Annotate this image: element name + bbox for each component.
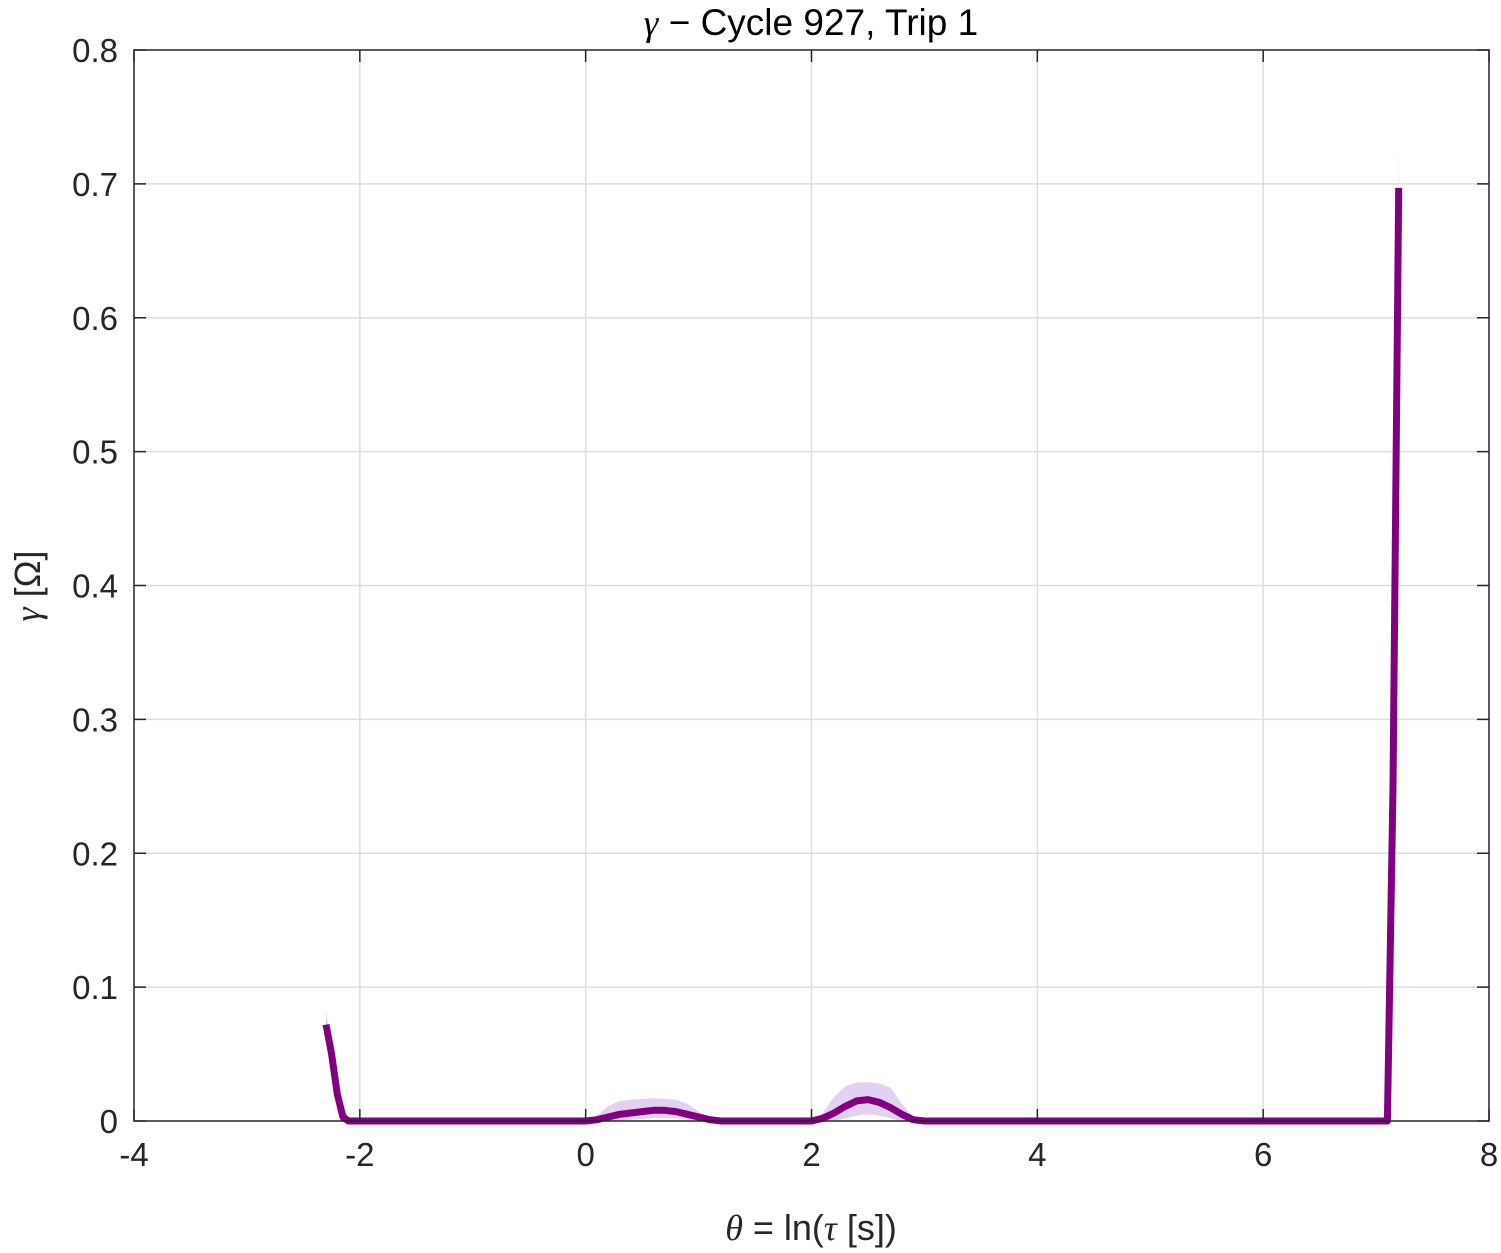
x-tick-label: 8 bbox=[1480, 1136, 1498, 1173]
grid-lines bbox=[134, 50, 1489, 1121]
x-tick-label: -2 bbox=[345, 1136, 374, 1173]
x-axis-label: θ = ln(τ [s]) bbox=[725, 1207, 897, 1248]
y-tick-label: 0.5 bbox=[72, 434, 118, 471]
x-tick-label: -4 bbox=[119, 1136, 148, 1173]
y-tick-label: 0.7 bbox=[72, 166, 118, 203]
x-tick-label: 2 bbox=[802, 1136, 820, 1173]
y-tick-label: 0.4 bbox=[72, 568, 118, 605]
x-tick-label: 0 bbox=[576, 1136, 594, 1173]
x-tick-label: 4 bbox=[1028, 1136, 1046, 1173]
x-ticks: -4 -2 0 2 4 6 8 bbox=[119, 50, 1498, 1173]
chart-title: γ − Cycle 927, Trip 1 bbox=[644, 2, 978, 44]
y-axis-label: γ [Ω] bbox=[7, 550, 48, 621]
y-tick-label: 0.3 bbox=[72, 701, 118, 738]
y-tick-label: 0.6 bbox=[72, 300, 118, 337]
y-tick-label: 0.1 bbox=[72, 969, 118, 1006]
y-tick-label: 0.2 bbox=[72, 835, 118, 872]
y-tick-label: 0.8 bbox=[72, 32, 118, 69]
y-ticks: 0 0.1 0.2 0.3 0.4 0.5 0.6 0.7 0.8 bbox=[72, 32, 1489, 1140]
y-tick-label: 0 bbox=[100, 1103, 118, 1140]
x-tick-label: 6 bbox=[1254, 1136, 1272, 1173]
